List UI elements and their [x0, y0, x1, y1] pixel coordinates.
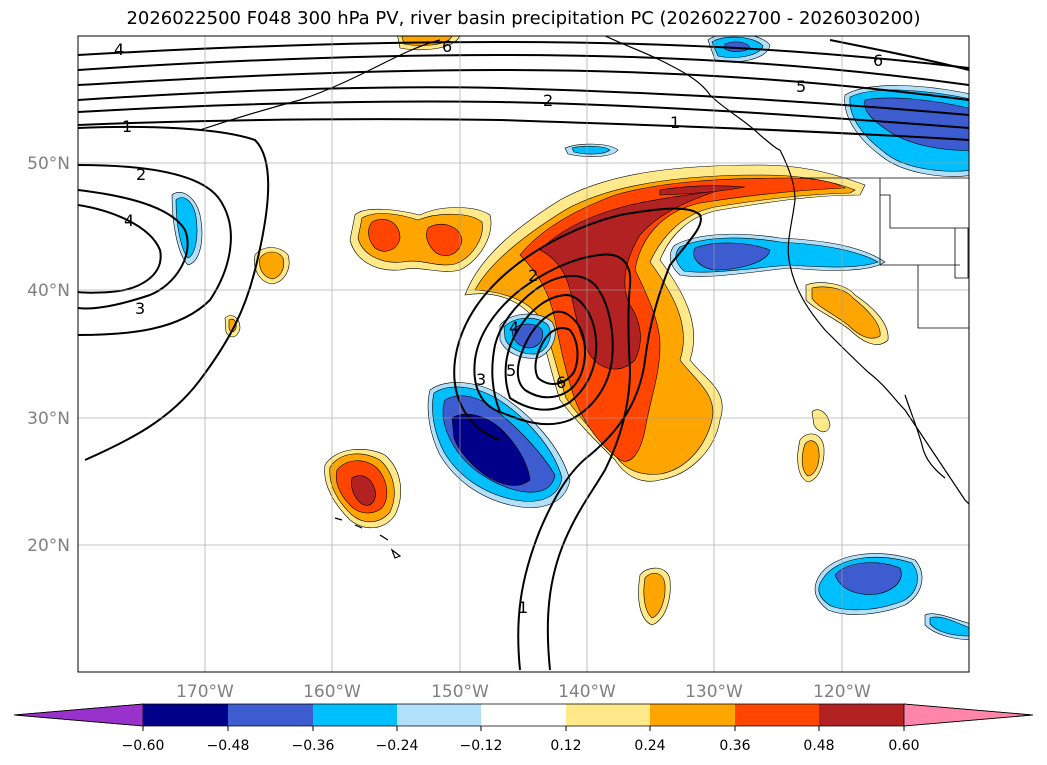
pv-label: 4 — [124, 211, 134, 230]
lon-label-130w: 130°W — [685, 682, 743, 702]
shade-positive-darkred — [539, 189, 721, 370]
colorbar-tick-label: 0.60 — [888, 738, 919, 754]
pv-label: 4 — [509, 318, 519, 337]
coastline-alaska — [603, 36, 781, 151]
map-title: 2026022500 F048 300 hPa PV, river basin … — [126, 8, 921, 29]
lat-label-20n: 20°N — [27, 536, 70, 556]
latitude-labels: 50°N 40°N 30°N 20°N — [27, 154, 70, 556]
colorbar-segment — [566, 704, 650, 726]
gridlines — [78, 36, 969, 672]
colorbar-tick-label: −0.12 — [460, 738, 503, 754]
pv-label: 2 — [136, 165, 146, 184]
precip-shading — [171, 36, 969, 641]
pv-contour-labels: 4 6 5 6 2 1 1 2 4 3 2 4 3 5 6 1 — [114, 37, 883, 617]
lat-label-30n: 30°N — [27, 409, 70, 429]
colorbar-tick-label: −0.60 — [122, 738, 165, 754]
pv-label: 6 — [442, 37, 452, 56]
pv-label: 5 — [796, 77, 806, 96]
colorbar-segment — [397, 704, 481, 726]
colorbar-ticks — [142, 726, 905, 731]
lon-label-170w: 170°W — [176, 682, 234, 702]
lon-label-160w: 160°W — [303, 682, 361, 702]
colorbar-tick-label: −0.48 — [207, 738, 250, 754]
pv-label: 5 — [506, 361, 516, 380]
colorbar-segment — [143, 704, 228, 726]
lon-label-120w: 120°W — [813, 682, 871, 702]
colorbar-tick-label: 0.12 — [550, 738, 581, 754]
colorbar-extend-low — [13, 703, 144, 727]
political-borders — [800, 177, 969, 329]
colorbar: −0.60 −0.48 −0.36 −0.24 −0.12 0.12 0.24 … — [13, 703, 1034, 754]
colorbar-segment — [735, 704, 819, 726]
pv-label: 3 — [476, 370, 486, 389]
pv-label: 4 — [114, 40, 124, 59]
colorbar-extend-high — [903, 703, 1034, 727]
pv-label: 1 — [122, 117, 132, 136]
colorbar-segment — [228, 704, 313, 726]
pv-label: 6 — [873, 51, 883, 70]
pv-label: 3 — [135, 299, 145, 318]
coastline-north-america — [779, 149, 969, 505]
lon-label-150w: 150°W — [431, 682, 489, 702]
colorbar-tick-label: 0.24 — [634, 738, 665, 754]
colorbar-segment — [313, 704, 397, 726]
pv-label: 1 — [518, 598, 528, 617]
plot-frame — [77, 35, 970, 673]
coastlines — [199, 36, 969, 559]
pv-label: 2 — [543, 91, 553, 110]
pv-label: 1 — [670, 113, 680, 132]
colorbar-segment — [481, 704, 566, 726]
colorbar-tick-label: −0.24 — [376, 738, 419, 754]
colorbar-tick-label: 0.36 — [719, 738, 750, 754]
pv-label: 2 — [528, 266, 538, 285]
colorbar-tick-label: −0.36 — [292, 738, 335, 754]
lat-label-50n: 50°N — [27, 154, 70, 174]
colorbar-segment — [650, 704, 735, 726]
pv-label: 6 — [556, 373, 566, 392]
longitude-labels: 170°W 160°W 150°W 140°W 130°W 120°W — [176, 682, 871, 702]
lon-label-140w: 140°W — [558, 682, 616, 702]
colorbar-segment — [819, 704, 904, 726]
lat-label-40n: 40°N — [27, 281, 70, 301]
colorbar-tick-label: 0.48 — [803, 738, 834, 754]
